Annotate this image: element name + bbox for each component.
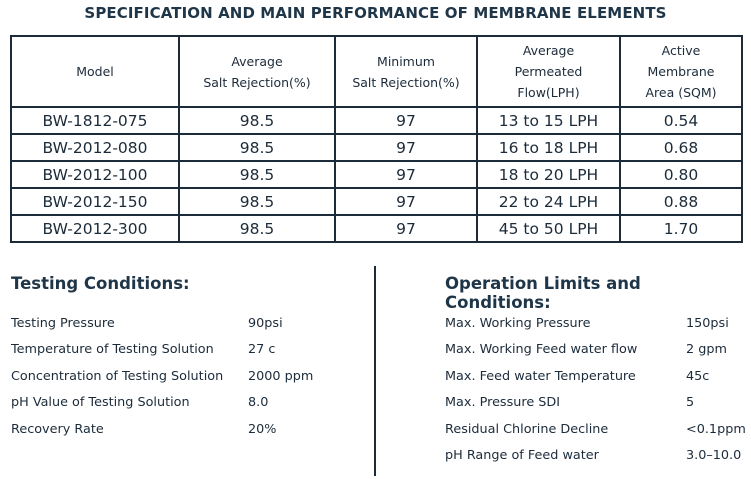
page-title: SPECIFICATION AND MAIN PERFORMANCE OF ME… — [84, 4, 667, 22]
condition-value: 5 — [686, 395, 695, 410]
cell-model: BW-2012-080 — [10, 133, 180, 162]
cell-avg-rejection: 98.5 — [178, 106, 336, 135]
condition-value: 2000 ppm — [248, 369, 314, 384]
table-row: BW-2012-150 98.5 97 22 to 24 LPH 0.88 — [10, 187, 743, 216]
cell-flow: 16 to 18 LPH — [476, 133, 621, 162]
header-avg-salt-rejection: Average Salt Rejection(%) — [203, 53, 311, 90]
condition-label: Max. Working Feed water flow — [445, 342, 638, 357]
condition-label: Max. Working Pressure — [445, 316, 591, 331]
testing-conditions-title: Testing Conditions: — [11, 274, 190, 293]
condition-label: Temperature of Testing Solution — [11, 342, 214, 357]
header-cell: Active Membrane Area (SQM) — [619, 35, 743, 108]
cell-area: 0.68 — [619, 133, 743, 162]
cell-avg-rejection: 98.5 — [178, 187, 336, 216]
cell-flow: 45 to 50 LPH — [476, 214, 621, 243]
table-row: BW-1812-075 98.5 97 13 to 15 LPH 0.54 — [10, 106, 743, 135]
cell-min-rejection: 97 — [334, 160, 478, 189]
header-cell: Minimum Salt Rejection(%) — [334, 35, 478, 108]
cell-min-rejection: 97 — [334, 133, 478, 162]
condition-value: 8.0 — [248, 395, 269, 410]
condition-value: <0.1ppm — [686, 422, 746, 437]
cell-min-rejection: 97 — [334, 187, 478, 216]
cell-model: BW-2012-300 — [10, 214, 180, 243]
condition-value: 2 gpm — [686, 342, 727, 357]
column-divider — [374, 266, 376, 476]
operation-limits-title: Operation Limits and Conditions: — [445, 274, 641, 312]
header-min-salt-rejection: Minimum Salt Rejection(%) — [352, 53, 460, 90]
condition-value: 45c — [686, 369, 710, 384]
condition-label: Concentration of Testing Solution — [11, 369, 224, 384]
table-row: BW-2012-100 98.5 97 18 to 20 LPH 0.80 — [10, 160, 743, 189]
condition-label: pH Value of Testing Solution — [11, 395, 190, 410]
cell-min-rejection: 97 — [334, 214, 478, 243]
condition-value: 150psi — [686, 316, 729, 331]
cell-area: 0.80 — [619, 160, 743, 189]
condition-label: Recovery Rate — [11, 422, 104, 437]
header-cell: Model — [10, 35, 180, 108]
header-model: Model — [76, 64, 114, 79]
condition-value: 90psi — [248, 316, 283, 331]
condition-label: Max. Feed water Temperature — [445, 369, 636, 384]
cell-avg-rejection: 98.5 — [178, 160, 336, 189]
cell-area: 1.70 — [619, 214, 743, 243]
cell-avg-rejection: 98.5 — [178, 214, 336, 243]
cell-flow: 13 to 15 LPH — [476, 106, 621, 135]
cell-model: BW-2012-100 — [10, 160, 180, 189]
header-permeated-flow: Average Permeated Flow(LPH) — [514, 43, 583, 100]
cell-flow: 22 to 24 LPH — [476, 187, 621, 216]
header-membrane-area: Active Membrane Area (SQM) — [645, 43, 717, 100]
cell-area: 0.54 — [619, 106, 743, 135]
condition-value: 3.0–10.0 — [686, 448, 742, 463]
cell-model: BW-2012-150 — [10, 187, 180, 216]
condition-label: pH Range of Feed water — [445, 448, 599, 463]
table-row: BW-2012-080 98.5 97 16 to 18 LPH 0.68 — [10, 133, 743, 162]
header-cell: Average Permeated Flow(LPH) — [476, 35, 621, 108]
condition-label: Testing Pressure — [11, 316, 115, 331]
condition-label: Max. Pressure SDI — [445, 395, 561, 410]
condition-value: 27 c — [248, 342, 276, 357]
cell-min-rejection: 97 — [334, 106, 478, 135]
table-header-row: Model Average Salt Rejection(%) Minimum … — [10, 35, 743, 108]
table-row: BW-2012-300 98.5 97 45 to 50 LPH 1.70 — [10, 214, 743, 243]
cell-avg-rejection: 98.5 — [178, 133, 336, 162]
cell-flow: 18 to 20 LPH — [476, 160, 621, 189]
header-cell: Average Salt Rejection(%) — [178, 35, 336, 108]
cell-model: BW-1812-075 — [10, 106, 180, 135]
condition-value: 20% — [248, 422, 277, 437]
spec-table: Model Average Salt Rejection(%) Minimum … — [10, 35, 743, 243]
condition-label: Residual Chlorine Decline — [445, 422, 609, 437]
cell-area: 0.88 — [619, 187, 743, 216]
